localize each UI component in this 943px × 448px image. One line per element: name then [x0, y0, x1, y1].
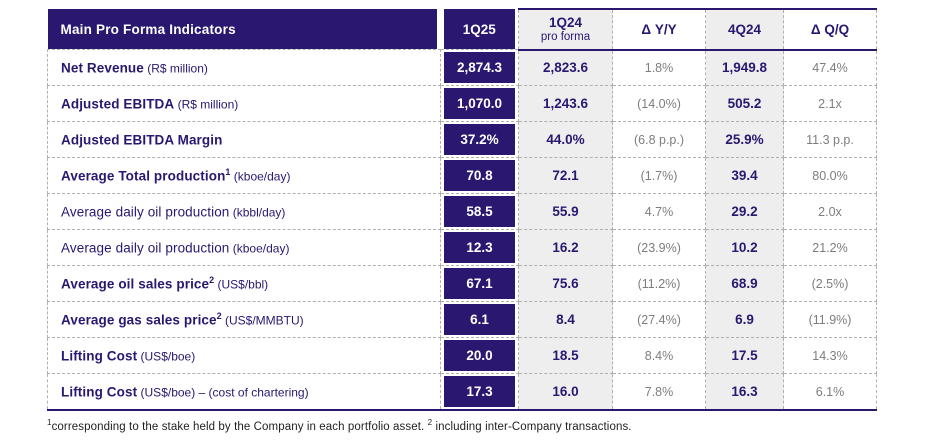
table-row-adjusted-ebitda-margin: Adjusted EBITDA Margin 37.2% 44.0% (6.8 … [47, 121, 877, 158]
cell-1q25: 17.3 [440, 373, 519, 411]
header-4q24-cell: 4Q24 [705, 8, 784, 51]
cell-yoy: (1.7%) [612, 157, 706, 194]
row-label: Adjusted EBITDA Margin [47, 121, 441, 158]
cell-1q24: 16.2 [518, 229, 613, 266]
cell-yoy: (11.2%) [612, 265, 706, 302]
cell-yoy: (14.0%) [612, 85, 706, 122]
table-row-adjusted-ebitda: Adjusted EBITDA (R$ million) 1,070.0 1,2… [47, 85, 877, 122]
pro-forma-indicators-table-wrap: Main Pro Forma Indicators 1Q25 1Q24 pro … [47, 8, 877, 411]
cell-yoy: (23.9%) [612, 229, 706, 266]
row-label: Net Revenue (R$ million) [47, 49, 441, 86]
cell-1q25: 58.5 [440, 193, 519, 230]
cell-1q24: 1,243.6 [518, 85, 613, 122]
cell-1q24: 75.6 [518, 265, 613, 302]
cell-yoy: (6.8 p.p.) [612, 121, 706, 158]
cell-yoy: 8.4% [612, 337, 706, 374]
cell-1q25: 12.3 [440, 229, 519, 266]
cell-4q24: 17.5 [705, 337, 784, 374]
header-indicators-cell: Main Pro Forma Indicators [47, 9, 441, 50]
cell-qoq: 11.3 p.p. [783, 121, 877, 158]
header-1q24-label: 1Q24 [548, 15, 583, 31]
cell-qoq: 6.1% [783, 373, 877, 411]
cell-4q24: 29.2 [705, 193, 784, 230]
cell-qoq: 14.3% [783, 337, 877, 374]
header-1q25-label: 1Q25 [443, 9, 515, 49]
cell-qoq: 2.1x [783, 85, 877, 122]
cell-1q24: 44.0% [518, 121, 613, 158]
table-row-lifting-cost-chartering: Lifting Cost (US$/boe) – (cost of charte… [47, 373, 877, 411]
table-row-average-daily-oil-production-kbbl: Average daily oil production (kbbl/day) … [47, 193, 877, 230]
cell-1q25: 67.1 [440, 265, 519, 302]
table-row-lifting-cost: Lifting Cost (US$/boe) 20.0 18.5 8.4% 17… [47, 337, 877, 374]
cell-1q24: 8.4 [518, 301, 613, 338]
cell-qoq: 21.2% [783, 229, 877, 266]
row-label: Average daily oil production (kboe/day) [47, 229, 441, 266]
cell-yoy: 4.7% [612, 193, 706, 230]
row-label: Average daily oil production (kbbl/day) [47, 193, 441, 230]
footnote-sup-2: 2 [427, 418, 433, 427]
cell-4q24: 1,949.8 [705, 49, 784, 86]
header-delta-yoy-cell: Δ Y/Y [612, 8, 706, 51]
table-row-net-revenue: Net Revenue (R$ million) 2,874.3 2,823.6… [47, 49, 877, 86]
cell-1q25: 37.2% [440, 121, 519, 158]
cell-1q24: 55.9 [518, 193, 613, 230]
row-label: Average gas sales price2 (US$/MMBTU) [47, 301, 441, 338]
header-proforma-label: pro forma [540, 31, 591, 44]
cell-yoy: 1.8% [612, 49, 706, 86]
cell-qoq: (11.9%) [783, 301, 877, 338]
cell-qoq: 47.4% [783, 49, 877, 86]
pro-forma-indicators-table: Main Pro Forma Indicators 1Q25 1Q24 pro … [47, 8, 877, 411]
header-indicators-label: Main Pro Forma Indicators [47, 9, 437, 49]
cell-1q24: 18.5 [518, 337, 613, 374]
cell-1q25: 2,874.3 [440, 49, 519, 86]
header-1q24-proforma-cell: 1Q24 pro forma [518, 8, 613, 51]
cell-1q24: 16.0 [518, 373, 613, 411]
table-header-row: Main Pro Forma Indicators 1Q25 1Q24 pro … [47, 8, 877, 51]
row-label: Average Total production1 (kboe/day) [47, 157, 441, 194]
cell-4q24: 39.4 [705, 157, 784, 194]
cell-yoy: (27.4%) [612, 301, 706, 338]
footnote: 1corresponding to the stake held by the … [47, 418, 632, 433]
cell-4q24: 505.2 [705, 85, 784, 122]
header-1q25-cell: 1Q25 [441, 9, 519, 50]
cell-4q24: 6.9 [705, 301, 784, 338]
cell-1q25: 1,070.0 [440, 85, 519, 122]
cell-1q25: 6.1 [440, 301, 519, 338]
cell-qoq: (2.5%) [783, 265, 877, 302]
cell-yoy: 7.8% [612, 373, 706, 411]
table-row-average-gas-sales-price: Average gas sales price2 (US$/MMBTU) 6.1… [47, 301, 877, 338]
row-label: Adjusted EBITDA (R$ million) [47, 85, 441, 122]
cell-1q24: 2,823.6 [518, 49, 613, 86]
table-row-average-daily-oil-production-kboe: Average daily oil production (kboe/day) … [47, 229, 877, 266]
footnote-text-1: corresponding to the stake held by the C… [51, 420, 428, 433]
footnote-text-2: including inter-Company transactions. [432, 420, 632, 433]
cell-4q24: 10.2 [705, 229, 784, 266]
table-row-average-oil-sales-price: Average oil sales price2 (US$/bbl) 67.1 … [47, 265, 877, 302]
cell-4q24: 25.9% [705, 121, 784, 158]
cell-1q24: 72.1 [518, 157, 613, 194]
header-delta-qoq-cell: Δ Q/Q [783, 8, 877, 51]
cell-qoq: 2.0x [783, 193, 877, 230]
footnote-sup-1: 1 [47, 418, 52, 427]
cell-1q25: 20.0 [440, 337, 519, 374]
row-label: Lifting Cost (US$/boe) [47, 337, 441, 374]
row-label: Average oil sales price2 (US$/bbl) [47, 265, 441, 302]
cell-1q25: 70.8 [440, 157, 519, 194]
cell-qoq: 80.0% [783, 157, 877, 194]
row-label: Lifting Cost (US$/boe) – (cost of charte… [47, 373, 441, 411]
cell-4q24: 68.9 [705, 265, 784, 302]
cell-4q24: 16.3 [705, 373, 784, 411]
table-row-average-total-production: Average Total production1 (kboe/day) 70.… [47, 157, 877, 194]
